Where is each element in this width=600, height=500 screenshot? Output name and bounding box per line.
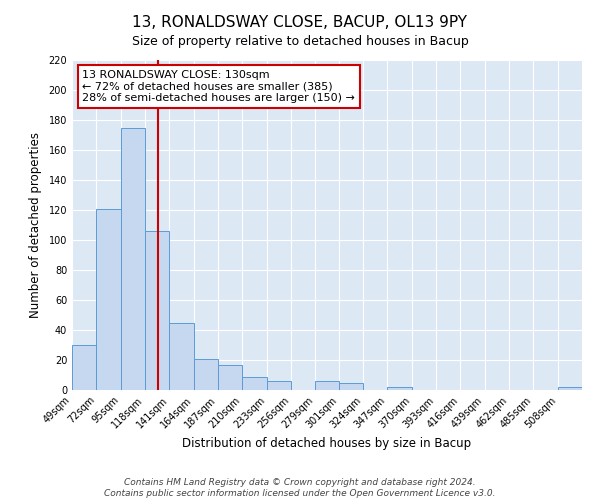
Bar <box>316 381 338 390</box>
Bar <box>169 322 194 390</box>
Bar <box>242 376 266 390</box>
Text: Contains HM Land Registry data © Crown copyright and database right 2024.
Contai: Contains HM Land Registry data © Crown c… <box>104 478 496 498</box>
Text: Size of property relative to detached houses in Bacup: Size of property relative to detached ho… <box>131 35 469 48</box>
Bar <box>121 128 145 390</box>
Bar <box>145 231 169 390</box>
Bar <box>218 364 242 390</box>
Bar <box>557 387 582 390</box>
Bar <box>338 382 363 390</box>
Bar <box>72 345 97 390</box>
Bar <box>266 381 291 390</box>
X-axis label: Distribution of detached houses by size in Bacup: Distribution of detached houses by size … <box>182 436 472 450</box>
Bar <box>388 387 412 390</box>
Bar <box>194 358 218 390</box>
Text: 13, RONALDSWAY CLOSE, BACUP, OL13 9PY: 13, RONALDSWAY CLOSE, BACUP, OL13 9PY <box>133 15 467 30</box>
Text: 13 RONALDSWAY CLOSE: 130sqm
← 72% of detached houses are smaller (385)
28% of se: 13 RONALDSWAY CLOSE: 130sqm ← 72% of det… <box>82 70 355 103</box>
Bar <box>97 208 121 390</box>
Y-axis label: Number of detached properties: Number of detached properties <box>29 132 41 318</box>
